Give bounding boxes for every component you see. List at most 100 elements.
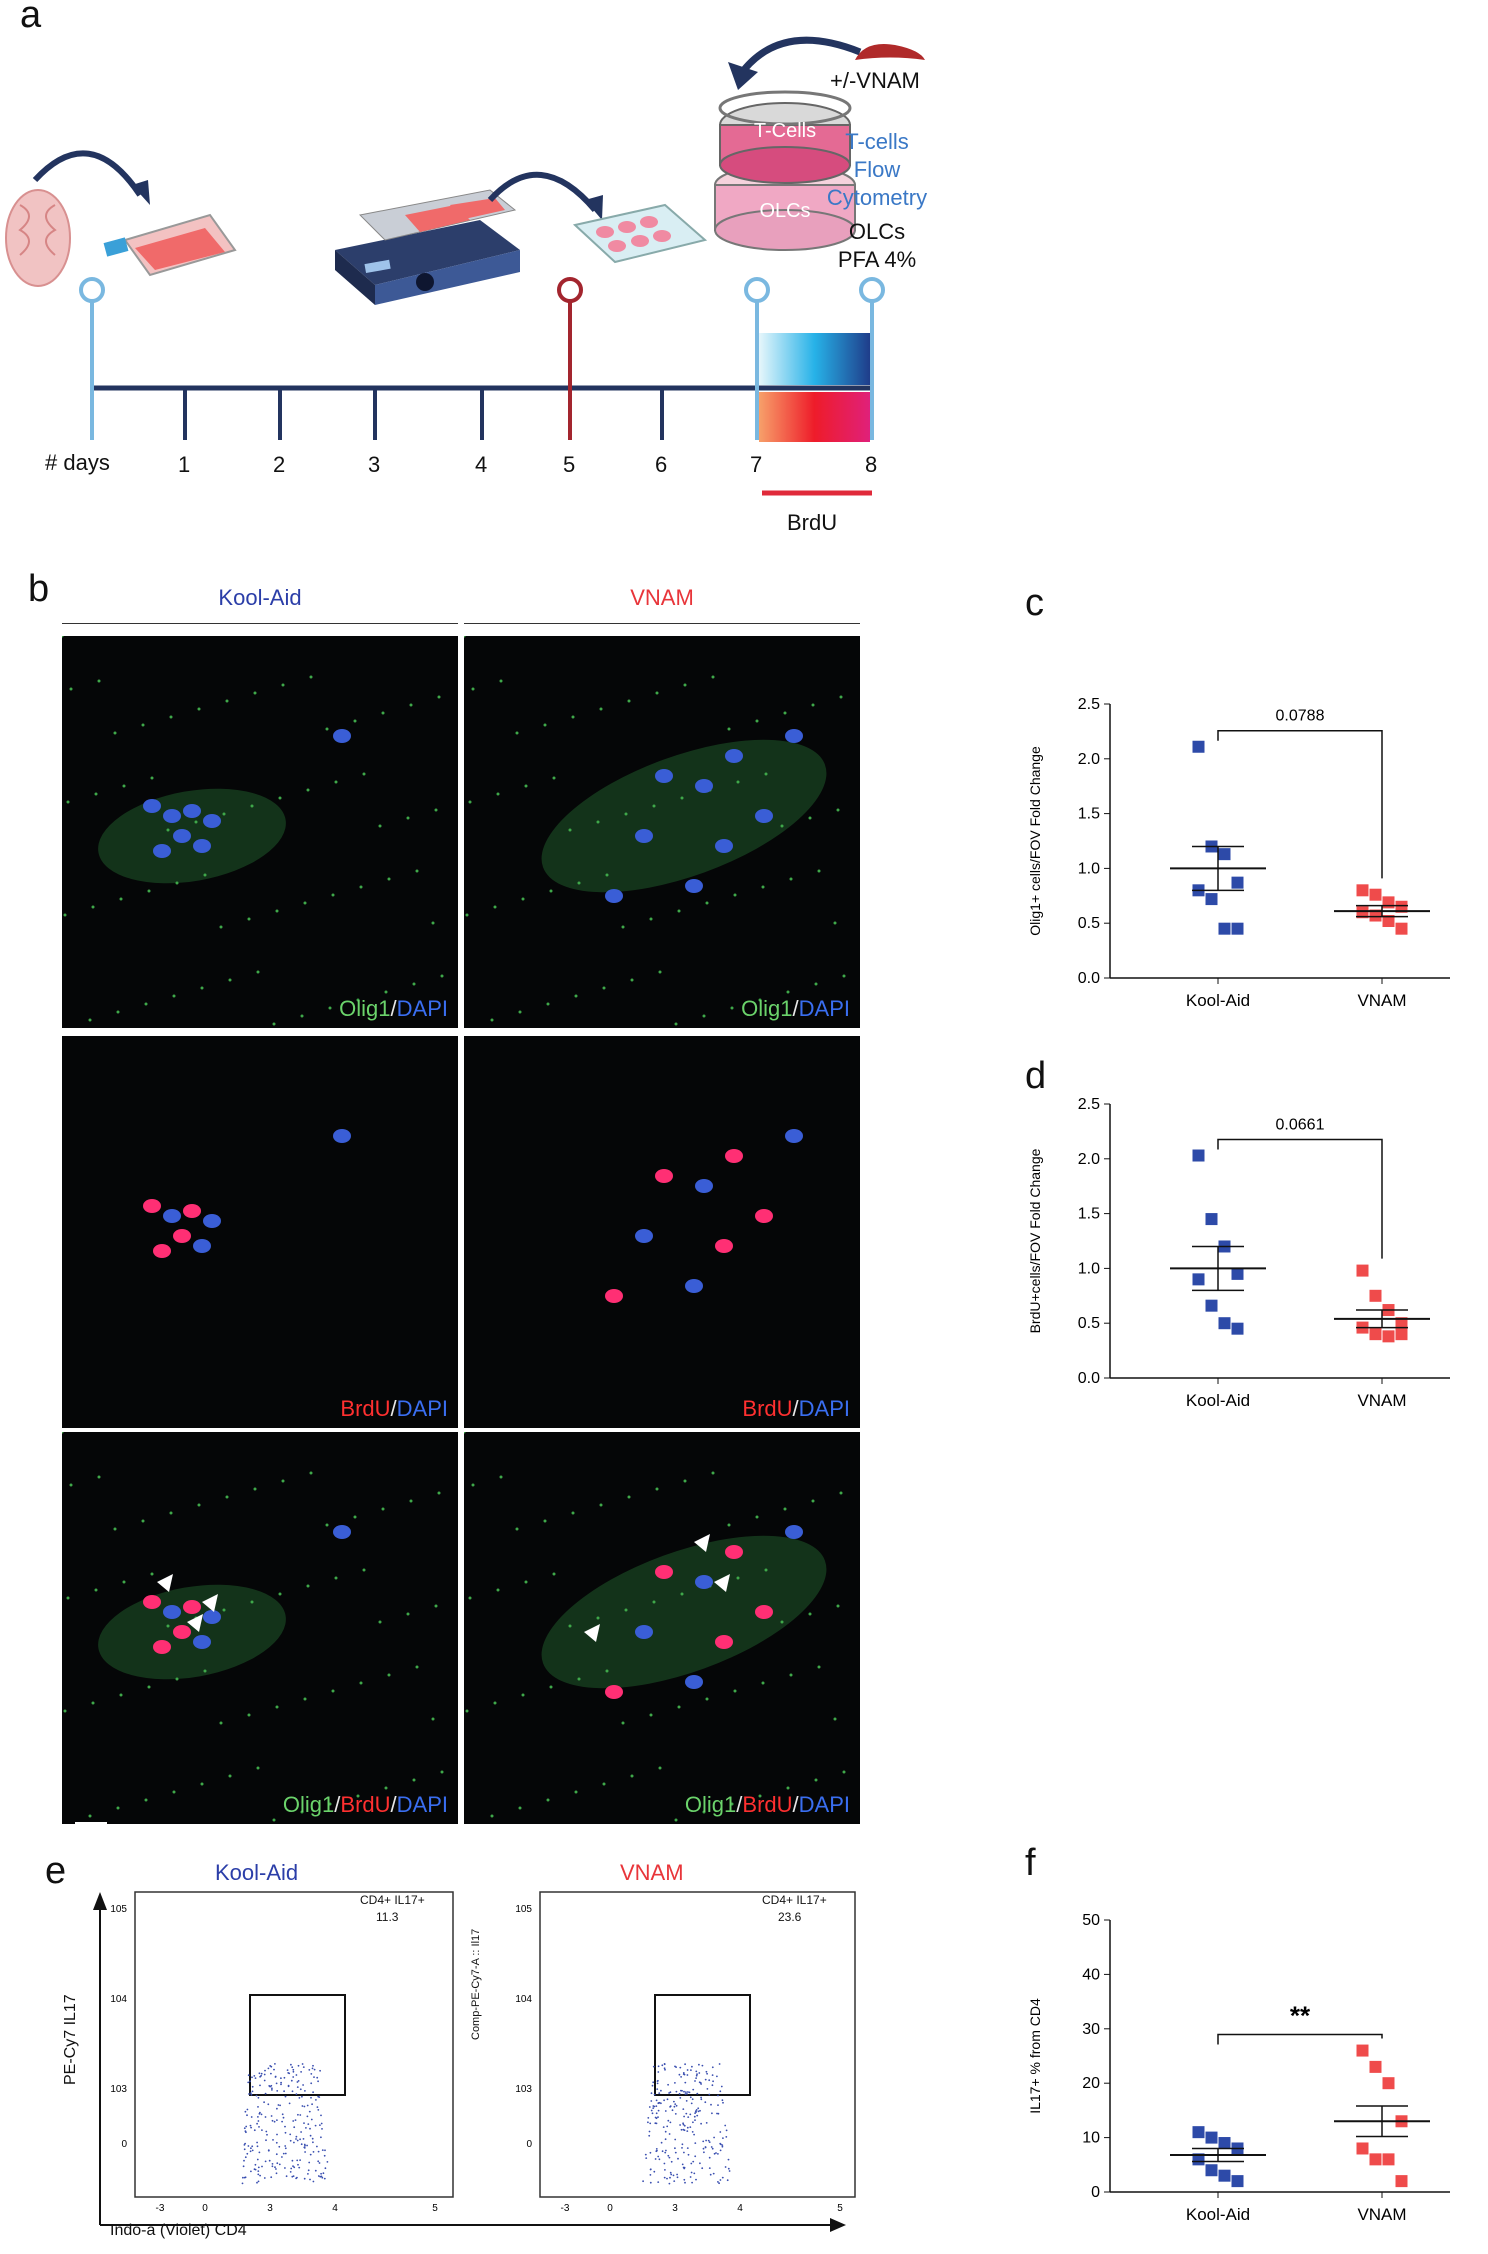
- gate-label-right: CD4+ IL17+: [762, 1893, 827, 1907]
- stain-label: BrdU/DAPI: [340, 1396, 448, 1421]
- col-header-vnam: VNAM: [630, 585, 694, 610]
- panel-label-e: e: [45, 1850, 67, 1892]
- svg-text:0.5: 0.5: [1078, 915, 1100, 932]
- brain-icon: [5, 189, 71, 287]
- svg-text:3: 3: [672, 2203, 678, 2214]
- tcell-gradient: [759, 333, 870, 385]
- day-5: 5: [563, 452, 576, 477]
- panel-label-c: c: [1025, 582, 1044, 624]
- flow-plots: 105 104 103 0 -3 0 3 4 5 105 104 103 0 -3 0 3 4 5: [93, 1891, 856, 2232]
- svg-text:2.0: 2.0: [1078, 1151, 1100, 1168]
- svg-text:104: 104: [110, 1994, 127, 2005]
- svg-text:50: 50: [1082, 1912, 1100, 1929]
- micrograph-vnam-row2: BrdU/DAPI: [464, 1036, 860, 1428]
- svg-text:103: 103: [110, 2084, 127, 2095]
- gate-value-left: 11.3: [376, 1910, 399, 1924]
- svg-text:4: 4: [737, 2203, 743, 2214]
- svg-text:VNAM: VNAM: [1357, 2205, 1406, 2224]
- svg-text:4: 4: [332, 2203, 338, 2214]
- micrograph-koolaid-row2: BrdU/DAPI: [62, 1036, 458, 1428]
- micrograph-vnam-row3: Olig1/BrdU/DAPI: [464, 1432, 860, 1824]
- transfer-arrow-2: [487, 172, 598, 212]
- svg-text:105: 105: [110, 1904, 127, 1915]
- svg-text:104: 104: [515, 1994, 532, 2005]
- chart-c: 0.0 0.5 1.0 1.5 2.0 2.5 Kool-Aid VNAM Olig1+ cel…: [1027, 696, 1450, 1010]
- svg-text:**: **: [1290, 2001, 1311, 2031]
- flow-ylabel-right: Comp-PE-Cy7-A :: Il17: [470, 1928, 482, 2040]
- panel-label-a: a: [20, 0, 42, 36]
- svg-text:0: 0: [1091, 2184, 1100, 2201]
- svg-text:0: 0: [121, 2139, 127, 2150]
- svg-text:Kool-Aid: Kool-Aid: [1186, 2205, 1250, 2224]
- svg-text:2.0: 2.0: [1078, 751, 1100, 768]
- micrograph-koolaid-row1: Olig1/DAPI: [62, 636, 458, 1028]
- olc-gradient: [759, 392, 870, 442]
- day-6: 6: [655, 452, 668, 477]
- flow-title-koolaid: Kool-Aid: [215, 1860, 299, 1885]
- svg-text:0.0661: 0.0661: [1276, 1117, 1325, 1134]
- svg-text:-3: -3: [156, 2203, 165, 2214]
- svg-text:30: 30: [1082, 2021, 1100, 2038]
- olcs-pfa-text: OLCs PFA 4%: [837, 219, 917, 272]
- timeline-figure: [5, 36, 925, 496]
- svg-text:2.5: 2.5: [1078, 1096, 1100, 1113]
- olcs-well-label: OLCs: [759, 200, 811, 222]
- svg-text:0: 0: [607, 2203, 613, 2214]
- tcells-well-label: T-Cells: [753, 120, 817, 142]
- transfer-arrow-1: [32, 150, 143, 197]
- svg-text:VNAM: VNAM: [1357, 1391, 1406, 1410]
- svg-text:5: 5: [837, 2203, 843, 2214]
- gate-label-left: CD4+ IL17+: [360, 1893, 425, 1907]
- transwell-icon: [714, 90, 856, 251]
- day-4: 4: [475, 452, 488, 477]
- svg-text:10: 10: [1082, 2130, 1100, 2147]
- day-2: 2: [273, 452, 286, 477]
- svg-text:40: 40: [1082, 1966, 1100, 1983]
- svg-text:2.5: 2.5: [1078, 696, 1100, 713]
- vnam-arrow: [737, 36, 862, 78]
- svg-text:Kool-Aid: Kool-Aid: [1186, 991, 1250, 1010]
- scale-bar: [75, 1822, 107, 1826]
- svg-text:-3: -3: [561, 2203, 570, 2214]
- stain-label: BrdU/DAPI: [742, 1396, 850, 1421]
- svg-text:0.0: 0.0: [1078, 1370, 1100, 1387]
- gate-value-right: 23.6: [778, 1910, 802, 1924]
- svg-text:Kool-Aid: Kool-Aid: [1186, 1391, 1250, 1410]
- flow-title-vnam: VNAM: [620, 1860, 684, 1885]
- micrograph-vnam-row1: Olig1/DAPI: [464, 636, 860, 1028]
- chart-d: 0.0 0.5 1.0 1.5 2.0 2.5 Kool-Aid VNAM BrdU+cells…: [1027, 1096, 1450, 1410]
- svg-text:VNAM: VNAM: [1357, 991, 1406, 1010]
- svg-text:IL17+ % from CD4: IL17+ % from CD4: [1027, 1998, 1043, 2114]
- well-plate-icon: [572, 203, 708, 264]
- svg-text:0.5: 0.5: [1078, 1315, 1100, 1332]
- culture-flask-icon: [103, 213, 237, 277]
- svg-text:Olig1+ cells/FOV Fold Change: Olig1+ cells/FOV Fold Change: [1027, 746, 1043, 936]
- stain-label: Olig1/DAPI: [741, 996, 850, 1021]
- svg-text:BrdU+cells/FOV Fold Change: BrdU+cells/FOV Fold Change: [1027, 1148, 1043, 1333]
- vnam-treatment-label: +/-VNAM: [830, 68, 920, 93]
- day-3: 3: [368, 452, 381, 477]
- day-7: 7: [750, 452, 763, 477]
- stain-label: Olig1/DAPI: [339, 996, 448, 1021]
- svg-text:0.0788: 0.0788: [1276, 708, 1325, 725]
- chart-f: 0 10 20 30 40 50 Kool-Aid VNAM IL17+ % from CD4 *…: [1027, 1912, 1450, 2224]
- stain-label: Olig1/BrdU/DAPI: [684, 1792, 850, 1817]
- panel-label-b: b: [28, 568, 50, 610]
- shaker-icon: [335, 189, 520, 305]
- panel-label-d: d: [1025, 1055, 1047, 1097]
- day-8: 8: [865, 452, 878, 477]
- svg-text:1.5: 1.5: [1078, 806, 1100, 823]
- micrograph-koolaid-row3: Olig1/BrdU/DAPI: [62, 1432, 458, 1824]
- svg-text:0.0: 0.0: [1078, 970, 1100, 987]
- svg-text:1.0: 1.0: [1078, 1260, 1100, 1277]
- svg-text:0: 0: [202, 2203, 208, 2214]
- svg-text:105: 105: [515, 1904, 532, 1915]
- svg-text:5: 5: [432, 2203, 438, 2214]
- svg-text:3: 3: [267, 2203, 273, 2214]
- col-header-koolaid: Kool-Aid: [218, 585, 302, 610]
- svg-text:0: 0: [526, 2139, 532, 2150]
- panel-label-f: f: [1025, 1842, 1036, 1884]
- timeline-ticks: [183, 388, 664, 440]
- flow-xlabel: Indo-a (Violet) CD4: [110, 2222, 247, 2239]
- stain-label: Olig1/BrdU/DAPI: [282, 1792, 448, 1817]
